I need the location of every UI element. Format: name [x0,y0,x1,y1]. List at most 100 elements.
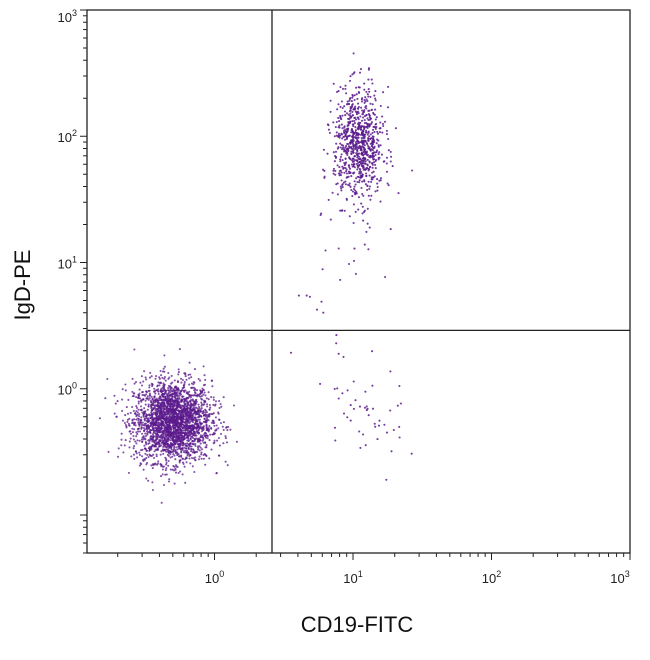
event-dot [188,454,191,458]
event-dot [351,120,354,123]
event-dot [180,430,183,433]
event-dot [360,186,363,190]
event-dot [373,158,376,161]
event-dot [121,419,125,422]
event-dot [358,91,361,94]
event-dot [394,127,397,130]
event-dot [169,403,173,406]
event-dot [376,185,379,189]
event-dot [172,423,175,426]
event-dot [188,422,191,425]
event-dot [357,102,360,105]
event-dot [144,452,147,455]
event-dot [368,155,371,158]
event-dot [365,129,368,132]
event-dot [204,409,208,412]
event-dot [175,416,178,419]
event-dot [163,387,166,390]
event-dot [370,148,373,151]
event-dot [140,375,143,378]
event-dot [197,422,200,425]
event-dot [159,413,163,416]
event-dot [357,176,360,179]
event-dot [366,207,369,210]
event-dot [360,149,363,152]
event-dot [370,144,373,148]
event-dot [205,421,208,424]
event-dot [210,379,213,382]
event-dot [373,151,376,154]
event-dot [181,416,184,419]
event-dot [366,99,369,103]
event-dot [343,105,346,108]
event-dot [197,377,200,381]
event-dot [146,424,149,427]
event-dot [374,425,377,428]
event-dot [376,182,379,185]
event-dot [355,86,358,89]
event-dot [202,438,205,441]
event-dot [150,438,153,441]
event-dot [344,128,347,131]
event-dot [186,429,189,432]
event-dot [154,407,157,410]
event-dot [178,461,181,464]
event-dot [208,403,211,407]
event-dot [98,417,101,420]
x-tick-label: 102 [482,569,501,586]
event-dot [332,169,335,172]
event-dot [178,427,181,430]
event-dot [343,171,346,174]
event-dot [364,131,367,134]
event-dot [182,386,186,389]
event-dot [138,392,141,395]
event-dot [157,406,160,409]
event-dot [157,434,160,437]
event-dot [184,414,187,417]
event-dot [347,149,350,152]
event-dot [208,408,211,411]
event-dot [354,399,357,402]
event-dot [134,380,138,384]
event-dot [347,113,350,116]
event-dot [159,404,162,407]
event-dot [356,140,359,143]
event-dot [200,457,203,460]
event-dot [333,387,336,390]
event-dot [340,100,343,103]
event-dot [191,465,194,468]
event-dot [124,423,127,427]
event-dot [187,424,190,428]
event-dot [148,386,151,389]
event-dot [354,272,357,275]
event-dot [192,383,195,386]
event-dot [174,428,178,431]
event-dot [360,100,364,103]
event-dot [153,422,156,425]
event-dot [202,411,205,415]
event-dot [153,396,156,399]
event-dot [383,423,386,426]
event-dot [196,395,199,398]
event-dot [192,380,195,384]
event-dot [357,147,360,150]
event-dot [341,185,344,189]
event-dot [360,162,363,165]
event-dot [200,401,203,404]
event-dot [204,432,207,435]
event-dot [167,424,170,427]
event-dot [162,367,165,370]
event-dot [170,386,173,389]
event-dot [150,447,153,450]
event-dot [197,448,200,451]
event-dot [160,374,163,377]
event-dot [366,164,369,167]
event-dot [343,135,346,138]
event-dot [336,147,339,150]
event-dot [165,436,168,439]
event-dot [156,404,159,407]
event-dot [157,460,160,463]
event-dot [345,112,349,115]
event-dot [177,452,180,456]
event-dot [344,146,347,149]
